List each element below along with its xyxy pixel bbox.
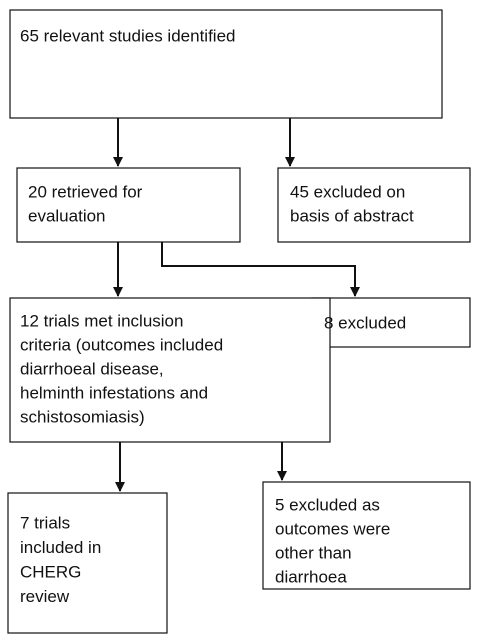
box — [262, 481, 471, 590]
arrow — [161, 242, 360, 297]
box — [16, 167, 241, 243]
node-label: diarrhoeal disease, — [20, 359, 164, 378]
node-label: criteria (outcomes included — [20, 335, 223, 354]
node-label: schistosomiasis) — [20, 407, 145, 426]
box — [9, 297, 331, 443]
node-label: CHERG — [20, 562, 81, 581]
node-label: 65 relevant studies identified — [20, 26, 235, 45]
node-label: included in — [20, 538, 101, 557]
node-label: review — [20, 587, 70, 606]
node-label: other than — [275, 543, 352, 562]
node-label: 45 excluded on — [290, 182, 405, 201]
node-label: evaluation — [28, 206, 106, 225]
box — [7, 492, 168, 634]
arrows — [113, 118, 360, 492]
box — [277, 167, 471, 243]
node-label: 5 excluded as — [275, 495, 380, 514]
node-label: outcomes were — [275, 519, 390, 538]
node-label: diarrhoea — [275, 567, 347, 586]
node-label: 20 retrieved for — [28, 182, 143, 201]
box — [311, 297, 471, 348]
node-label: basis of abstract — [290, 206, 414, 225]
node-label: helminth infestations and — [20, 383, 208, 402]
labels: 65 relevant studies identified 20 retriev… — [20, 26, 414, 606]
node-label: 12 trials met inclusion — [20, 311, 183, 330]
box — [9, 9, 443, 119]
boxes — [7, 9, 471, 634]
node-label: 8 excluded — [324, 313, 406, 332]
node-label: 7 trials — [20, 513, 70, 532]
